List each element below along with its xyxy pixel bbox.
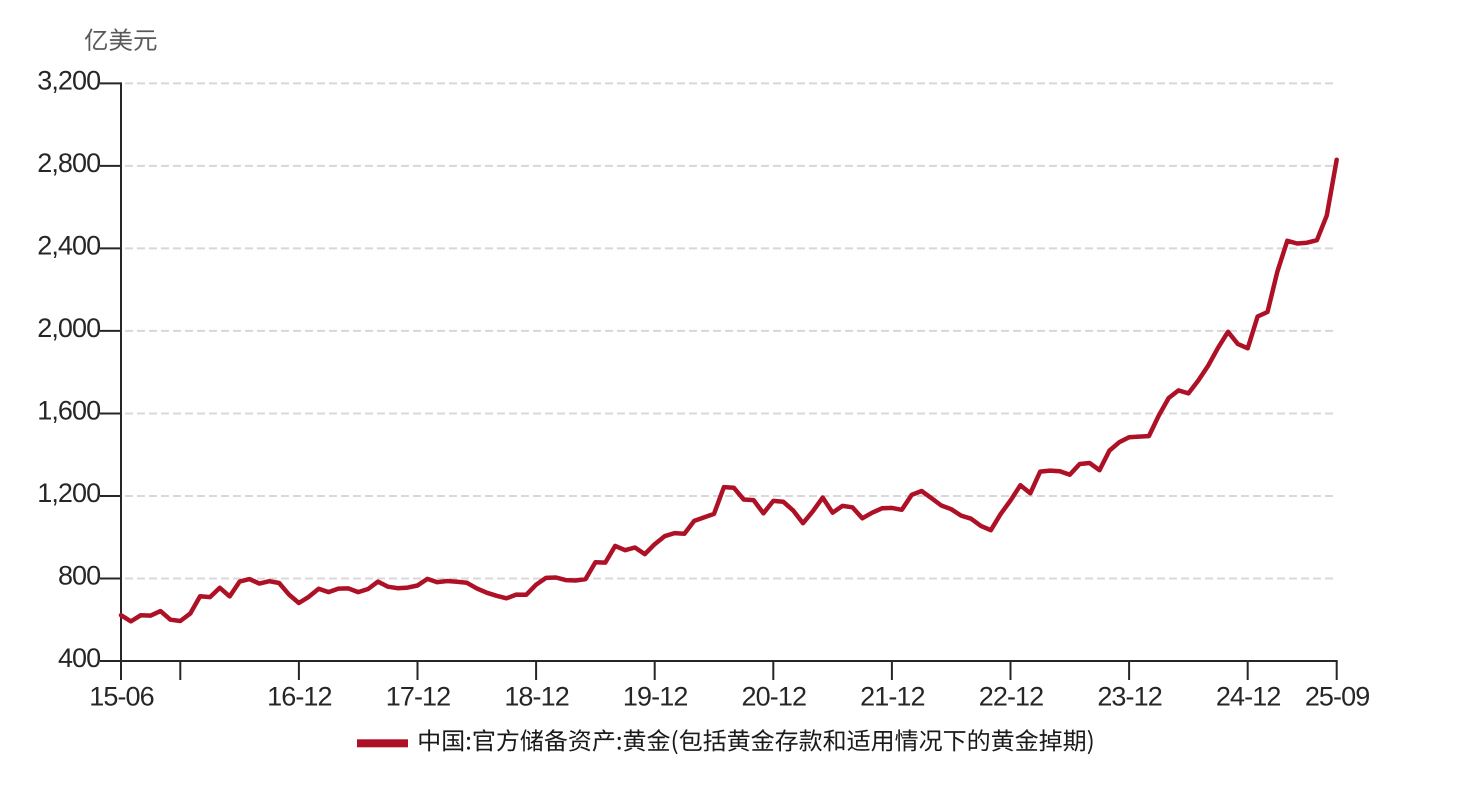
- svg-text:22-12: 22-12: [979, 682, 1044, 712]
- svg-text:17-12: 17-12: [386, 682, 451, 712]
- svg-text:1,200: 1,200: [37, 478, 100, 508]
- svg-text:1,600: 1,600: [37, 396, 100, 426]
- svg-text:2,800: 2,800: [37, 148, 100, 178]
- svg-text:24-12: 24-12: [1216, 682, 1281, 712]
- svg-text:20-12: 20-12: [742, 682, 807, 712]
- svg-text:23-12: 23-12: [1097, 682, 1162, 712]
- svg-text:2,000: 2,000: [37, 313, 100, 343]
- svg-text:3,200: 3,200: [37, 65, 100, 95]
- svg-text:400: 400: [58, 643, 100, 673]
- svg-text:25-09: 25-09: [1305, 682, 1370, 712]
- svg-text:16-12: 16-12: [267, 682, 332, 712]
- svg-text:18-12: 18-12: [504, 682, 569, 712]
- svg-text:21-12: 21-12: [860, 682, 925, 712]
- svg-text:2,400: 2,400: [37, 230, 100, 260]
- svg-text:19-12: 19-12: [623, 682, 688, 712]
- svg-text:15-06: 15-06: [89, 682, 154, 712]
- svg-text:800: 800: [58, 561, 100, 591]
